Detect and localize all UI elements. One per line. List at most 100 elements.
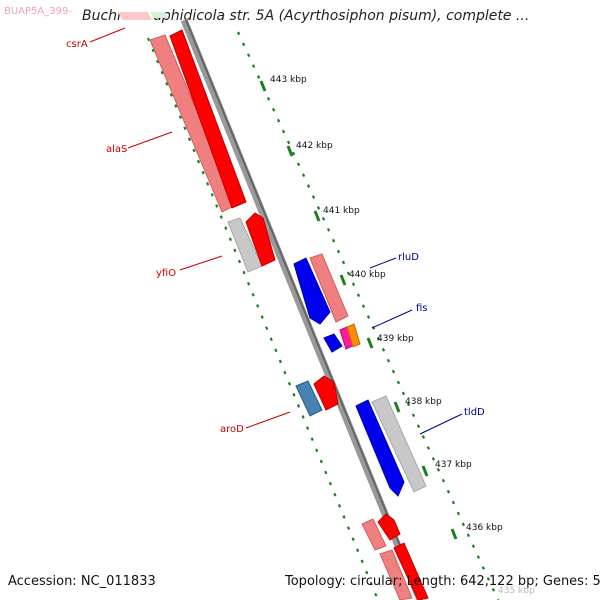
feature-tldD [355,395,427,497]
feature-csrA-alaS-region [149,29,247,213]
outer-ring-dot [306,184,311,188]
inner-ring-dot [210,193,214,197]
outer-ring-dot [236,31,241,36]
partial-feature-top-2 [150,12,168,18]
tick-label-441: 441 kbp [323,206,360,216]
outer-ring-dot [356,293,361,298]
partial-feature-top [118,12,152,20]
inner-ring-dot [151,48,155,53]
inner-ring-dot [292,392,296,397]
outer-ring-dot [456,511,461,516]
tick-label-442: 442 kbp [296,141,333,151]
inner-ring-dot [324,470,328,475]
outer-ring-dot [331,238,336,243]
outer-ring-dot [426,446,431,450]
outer-ring-dot [361,304,366,308]
scale-tick-mark [393,401,401,413]
outer-ring-dot [401,391,406,396]
inner-ring-dot [278,359,282,364]
inner-ring-dot [237,259,242,264]
inner-ring-dot [201,170,205,175]
outer-ring-dot [436,467,441,472]
inner-ring-dot [328,481,332,486]
outer-ring-dot [351,282,356,287]
inner-ring-dot [283,370,287,375]
scale-tick-mark [313,210,321,222]
gene-aroD-steel [295,380,323,417]
outer-ring-dot [416,424,421,428]
label-aroD: aroD [220,424,244,435]
gene-tldD-grey [371,395,427,493]
inner-ring-dot [187,137,192,142]
inner-ring-dot [251,293,255,297]
inner-ring-dot [156,59,160,64]
inner-ring-dot [246,281,251,286]
inner-ring-dot [337,504,342,508]
feature-rluD [293,253,349,325]
outer-ring-dot [481,566,485,570]
label-alaS: alaS [106,144,127,155]
gene-bottom-red-2 [393,542,429,600]
gene-block-red [169,29,247,209]
label-rluD: rluD [398,252,419,263]
outer-ring-dot [286,140,291,145]
inner-ring-dot [274,348,278,353]
scale-tick-mark [421,465,429,477]
outer-ring-dot [271,107,276,112]
leader-csrA [89,27,126,43]
label-fis: fis [416,303,428,314]
inner-dotted-ring [146,37,378,597]
gene-labels: csrA alaS yfiO aroD rluD fis tldD [66,39,485,435]
outer-ring-dot [256,75,261,79]
tick-label-439: 439 kbp [377,334,414,344]
inner-ring-dot [287,381,292,386]
map-title: Buchnera aphidicola str. 5A (Acyrthosiph… [82,8,530,24]
gene-bottom-light-1 [361,518,387,551]
outer-ring-dot [471,544,475,549]
outer-ring-dot [366,315,371,319]
inner-ring-dot [146,37,151,42]
label-csrA: csrA [66,39,88,50]
outer-ring-dot [301,173,306,178]
outer-ring-dot [321,217,326,221]
leader-alaS [127,131,173,149]
outer-ring-dot [246,53,251,58]
outer-ring-dot [266,97,271,101]
scale-tick-mark [286,145,294,157]
outer-ring-dot [431,457,436,461]
inner-ring-dot [356,548,360,553]
inner-ring-dot [374,592,378,597]
inner-ring-dot [224,226,228,230]
inner-ring-dot [160,70,164,75]
leader-rluD [369,257,397,269]
corner-locus-label: BUAP5A_399- [4,6,72,17]
inner-ring-dot [169,93,173,97]
outer-ring-dot [461,522,466,527]
inner-ring-dot [369,581,373,586]
inner-ring-dot [296,404,301,408]
inner-ring-dot [206,181,210,186]
inner-ring-dot [215,204,219,208]
outer-ring-dot [386,358,391,363]
outer-ring-dot [391,369,396,374]
outer-ring-dot [421,435,426,439]
label-tldD: tldD [464,407,485,418]
feature-bottom-region [361,513,429,600]
tick-labels: 443 kbp 442 kbp 441 kbp 440 kbp 439 kbp … [270,75,535,596]
outer-ring-dot [446,489,451,494]
outer-ring-dot [466,533,470,538]
inner-ring-dot [192,148,196,153]
gene-bottom-red-1 [377,513,401,541]
outer-ring-dot [486,577,490,581]
leader-yfiO [179,255,223,271]
tick-label-438: 438 kbp [405,397,442,407]
inner-ring-dot [360,559,364,564]
gene-aroD-red [313,375,339,411]
outer-ring-dot [326,227,331,232]
genome-backbone [180,18,424,600]
outer-ring-dot [451,500,456,505]
inner-ring-dot [183,126,187,131]
inner-ring-dot [219,215,223,219]
outer-ring-dot [376,337,381,341]
